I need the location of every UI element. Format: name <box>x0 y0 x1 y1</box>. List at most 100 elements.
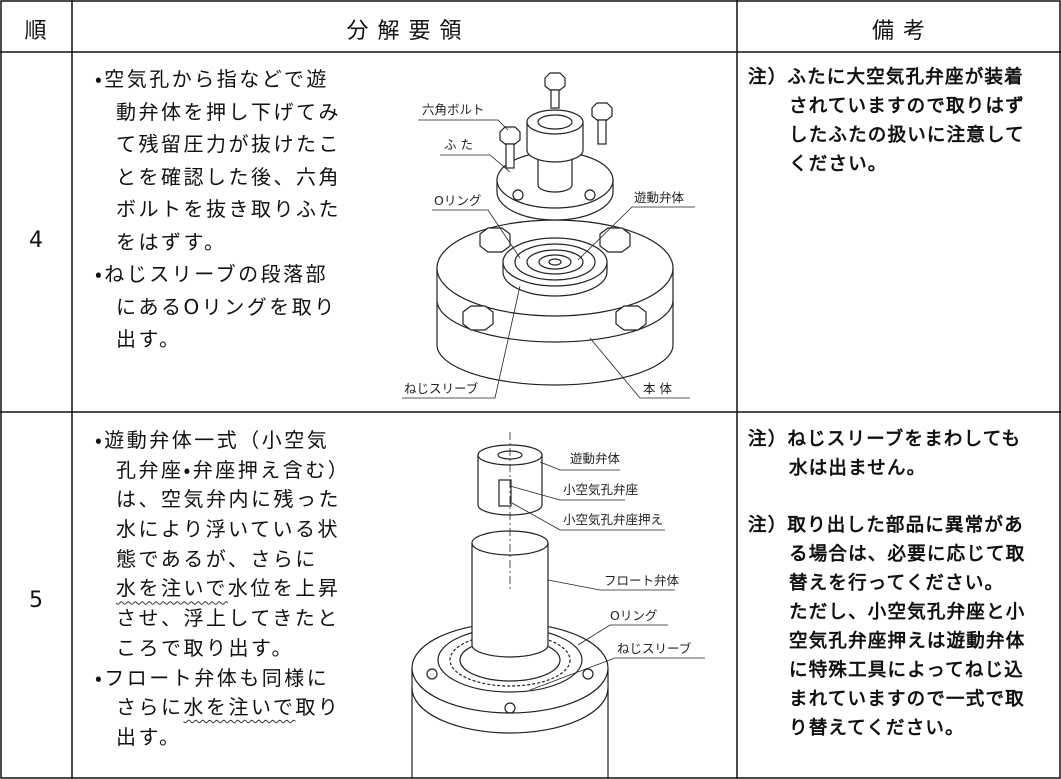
figure-step-5-part <box>511 502 665 531</box>
text-line: 注）取り出した部品に異常があ <box>748 515 1024 536</box>
figure-label: 小空気孔弁座押え <box>563 512 663 527</box>
figure-label: 本 体 <box>643 381 672 396</box>
figure-step-4-part <box>440 154 511 173</box>
figure-step-5-part <box>411 687 609 734</box>
step-number: 5 <box>29 588 43 613</box>
text-line: 注）ふたに大空気孔弁座が装着 <box>748 67 1024 88</box>
text-line: ころで取り出す。 <box>116 635 294 660</box>
text-line: 水を注いで水位を上昇 <box>95 572 350 602</box>
text-line: 水により浮いている状 <box>116 517 340 542</box>
figure-step-4-part <box>402 285 521 399</box>
header-cell: 備 考 <box>872 19 926 44</box>
figure-step-4-part <box>462 227 647 331</box>
figure-step-4-part <box>418 119 509 131</box>
text-segment: さらに <box>116 695 184 720</box>
step-number: 4 <box>29 228 43 253</box>
text-line: ボルトを抜き取りふた <box>116 197 341 221</box>
figure-step-5-part <box>411 668 609 779</box>
figure-step-4-part <box>537 114 573 130</box>
figure-step-5-part <box>471 542 549 658</box>
figure-label: Oリング <box>434 193 481 208</box>
text-line: ・遊動弁体一式（小空気 <box>95 428 330 452</box>
text-line: て残留圧力が抜けたこ <box>116 132 341 156</box>
figure-step-4-part <box>526 249 584 275</box>
text-line: ・フロート弁体も同様に <box>95 665 330 690</box>
text-line: ・ねじスリーブの段落部 <box>95 262 329 286</box>
procedure-text: ・遊動弁体一式（小空気 孔弁座・弁座押え含む） は、空気弁内に残った 水により浮… <box>95 424 350 751</box>
figure-step-4-part <box>548 258 562 266</box>
figure-step-5-part <box>504 702 516 714</box>
figure-step-5-part <box>426 668 438 680</box>
figure-step-4-part <box>512 189 524 201</box>
text-line: 注）ねじスリーブをまわしても <box>748 429 1022 450</box>
figure-step-4-part <box>538 254 572 270</box>
figure-step-5-part <box>582 668 594 680</box>
text-line: 態であるが、さらに <box>116 546 318 571</box>
figure-step-4-part <box>502 237 608 287</box>
figure-step-4-part <box>589 337 690 399</box>
figure-step-4-part <box>597 119 607 145</box>
text-line: にあるOリングを取り <box>116 294 337 319</box>
figure-step-4-part-part <box>615 305 647 331</box>
figure-label: 小空気孔弁座 <box>563 482 638 497</box>
figure-step-5-part <box>529 657 705 691</box>
text-line: 出す。 <box>116 724 182 749</box>
text-line: る場合は、必要に応じて取 <box>789 544 1026 565</box>
text-line: ・空気孔から指などで遊 <box>95 67 329 91</box>
figure-step-4-part-part <box>462 305 494 331</box>
figure-label: 遊動弁体 <box>570 451 621 466</box>
figure-label: Oリング <box>610 608 657 623</box>
underlined-text: 水を注いで <box>183 695 296 720</box>
figure-step-5-part <box>509 485 625 501</box>
figure-step-5-part <box>498 479 512 507</box>
figure-label: ねじスリーブ <box>404 381 479 396</box>
text-line: 水は出ません。 <box>789 458 927 479</box>
figure-label: 六角ボルト <box>422 102 485 117</box>
figure-step-4-part <box>591 102 613 121</box>
text-line: 孔弁座・弁座押え含む） <box>116 457 351 482</box>
text-segment: 水位を上昇 <box>227 576 341 601</box>
text-line: は、空気弁内に残った <box>116 487 341 512</box>
text-line: させ、浮上してきたと <box>116 606 340 631</box>
text-line: り替えてください。 <box>789 718 965 739</box>
figure-step-4-part <box>505 143 515 169</box>
text-line: に特殊工具によってねじ込 <box>789 660 1024 681</box>
text-line: 空気孔弁座押えは遊動弁体 <box>789 631 1026 652</box>
text-line: まれていますので一式で取 <box>789 689 1025 710</box>
figure-step-4: 六角ボルト ふ た Oリング 遊動弁体 ねじスリーブ 本 体 <box>402 72 695 399</box>
figure-step-4-part <box>550 89 560 109</box>
figure-step-4-part-part <box>479 227 511 253</box>
text-line: ただし、小空気孔弁座と小 <box>789 602 1026 623</box>
text-line: とを確認した後、六角 <box>116 164 341 189</box>
figure-step-5-part <box>547 579 675 591</box>
figure-step-4-part <box>514 243 596 281</box>
header-cell: 分 解 要 領 <box>346 19 463 44</box>
figure-step-4-part <box>584 189 596 201</box>
text-line: 出す。 <box>116 327 182 351</box>
figure-step-4-part <box>577 206 695 261</box>
figure-step-4-part <box>526 109 584 135</box>
figure-step-4-part-part <box>599 227 631 253</box>
text-line: されていますので取りはず <box>789 96 1025 117</box>
figure-step-4-part <box>432 209 521 259</box>
figure-label: 遊動弁体 <box>634 190 685 205</box>
procedure-text: ・空気孔から指などで遊 動弁体を押し下げてみ て残留圧力が抜けたこ とを確認した… <box>95 63 341 356</box>
text-line: さらに水を注いで取り <box>95 691 350 721</box>
text-line: ください。 <box>789 154 888 175</box>
remark: 注）ふたに大空気孔弁座が装着 されていますので取りはず したふたの扱いに注意して… <box>748 63 1025 179</box>
remark: 注）ねじスリーブをまわしても 水は出ません。 <box>748 425 1021 483</box>
text-segment: 取り <box>295 695 341 720</box>
header-cell: 順 <box>24 19 48 44</box>
figure-label: ねじスリーブ <box>617 641 692 656</box>
remark: 注）取り出した部品に異常があ る場合は、必要に応じて取 替えを行ってください。 … <box>748 511 1025 743</box>
underlined-text: 水を注いで <box>116 576 228 601</box>
text-line: 替えを行ってください。 <box>789 573 1005 594</box>
figure-step-5: 遊動弁体 小空気孔弁座 小空気孔弁座押え フロート弁体 Oリング ねじスリーブ <box>411 432 705 779</box>
figure-step-5-part <box>577 624 668 646</box>
text-line: 動弁体を押し下げてみ <box>116 99 341 124</box>
figure-step-5-part <box>539 461 620 471</box>
figure-label: ふ た <box>444 137 473 152</box>
